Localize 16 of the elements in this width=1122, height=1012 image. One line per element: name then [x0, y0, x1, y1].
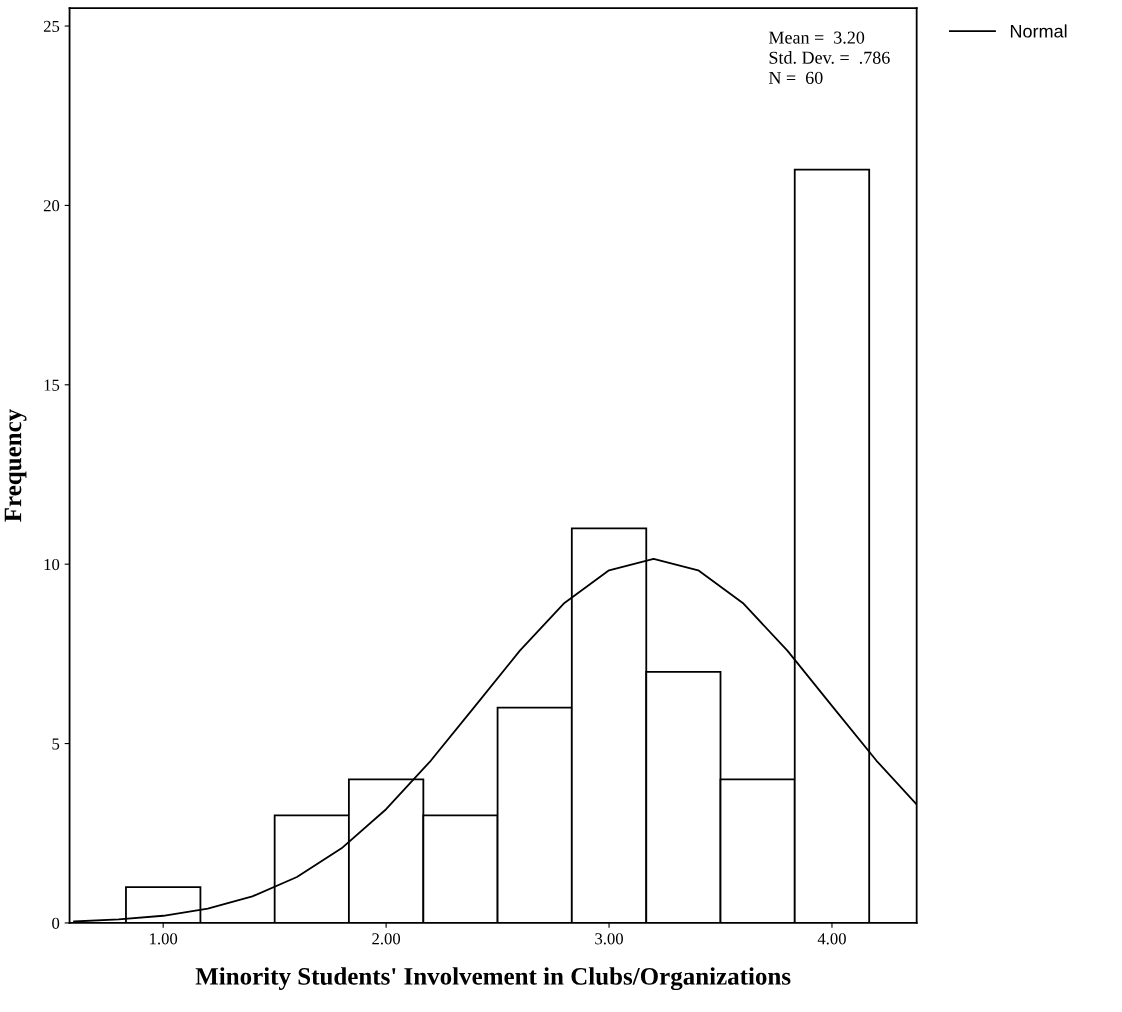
x-tick-label: 4.00 — [817, 933, 846, 945]
x-tick-label: 2.00 — [372, 933, 401, 945]
annotation: N = 60 — [768, 71, 823, 84]
y-tick-label: 25 — [43, 20, 60, 32]
y-tick-label: 20 — [43, 200, 60, 212]
annotation: Mean = 3.20 — [768, 31, 865, 44]
y-tick-label: 15 — [44, 379, 60, 391]
y-tick-label: 10 — [44, 558, 60, 571]
y-axis-title: Frequency — [4, 409, 27, 522]
x-tick-label: 1.00 — [150, 933, 178, 945]
x-tick-label: 3.00 — [595, 933, 623, 945]
y-tick-label: 5 — [52, 738, 60, 750]
legend-label: Normal — [1010, 24, 1067, 38]
x-axis-title: Minority Students' Involvement in Clubs/Organizations — [195, 967, 791, 991]
annotation: Std. Dev. = .786 — [769, 51, 890, 64]
y-tick-label: 0 — [52, 917, 60, 929]
